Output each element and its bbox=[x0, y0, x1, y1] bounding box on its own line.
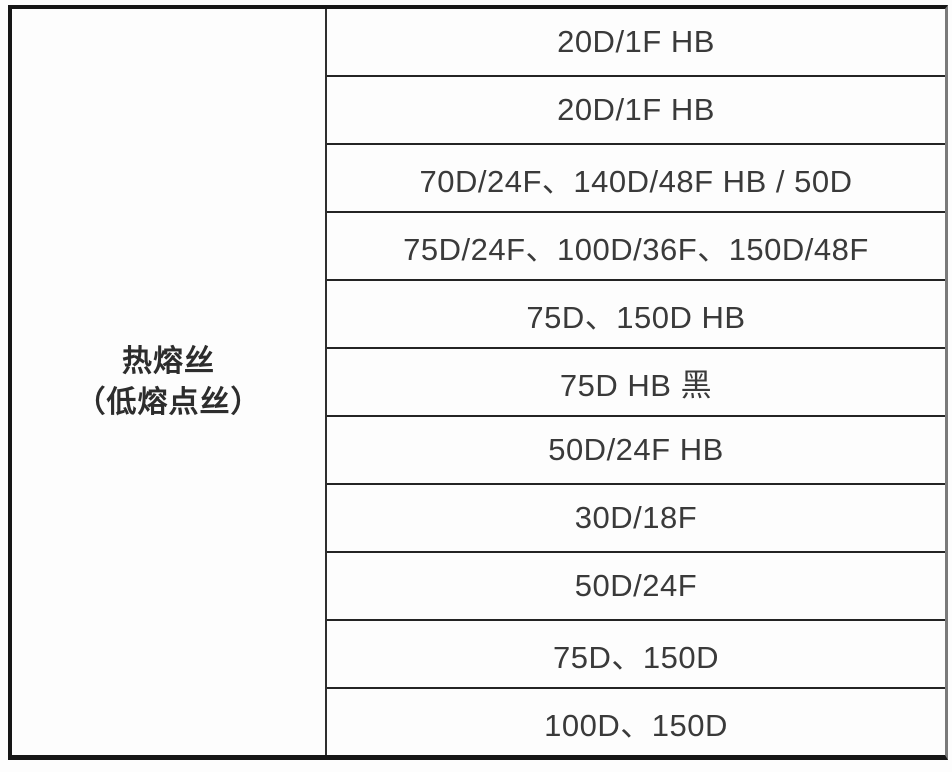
table-row: 20D/1F HB bbox=[327, 9, 945, 77]
table-row: 75D/24F、100D/36F、150D/48F bbox=[327, 213, 945, 281]
category-title: 热熔丝 bbox=[122, 345, 215, 378]
table-row: 75D、150D HB bbox=[327, 281, 945, 349]
table-row: 70D/24F、140D/48F HB / 50D bbox=[327, 145, 945, 213]
category-cell: 热熔丝 （低熔点丝） bbox=[12, 9, 327, 755]
table-row: 50D/24F HB bbox=[327, 417, 945, 485]
table-row: 75D、150D bbox=[327, 621, 945, 689]
spec-rows-column: 20D/1F HB 20D/1F HB 70D/24F、140D/48F HB / … bbox=[327, 9, 945, 755]
table-row: 50D/24F bbox=[327, 553, 945, 621]
table-row: 30D/18F bbox=[327, 485, 945, 553]
table-row: 20D/1F HB bbox=[327, 77, 945, 145]
category-subtitle: （低熔点丝） bbox=[75, 386, 262, 419]
table-row: 100D、150D bbox=[544, 707, 728, 743]
table-row: 75D HB 黑 bbox=[327, 349, 945, 417]
spec-table: 热熔丝 （低熔点丝） 20D/1F HB 20D/1F HB 70D/24F、140… bbox=[8, 5, 948, 760]
